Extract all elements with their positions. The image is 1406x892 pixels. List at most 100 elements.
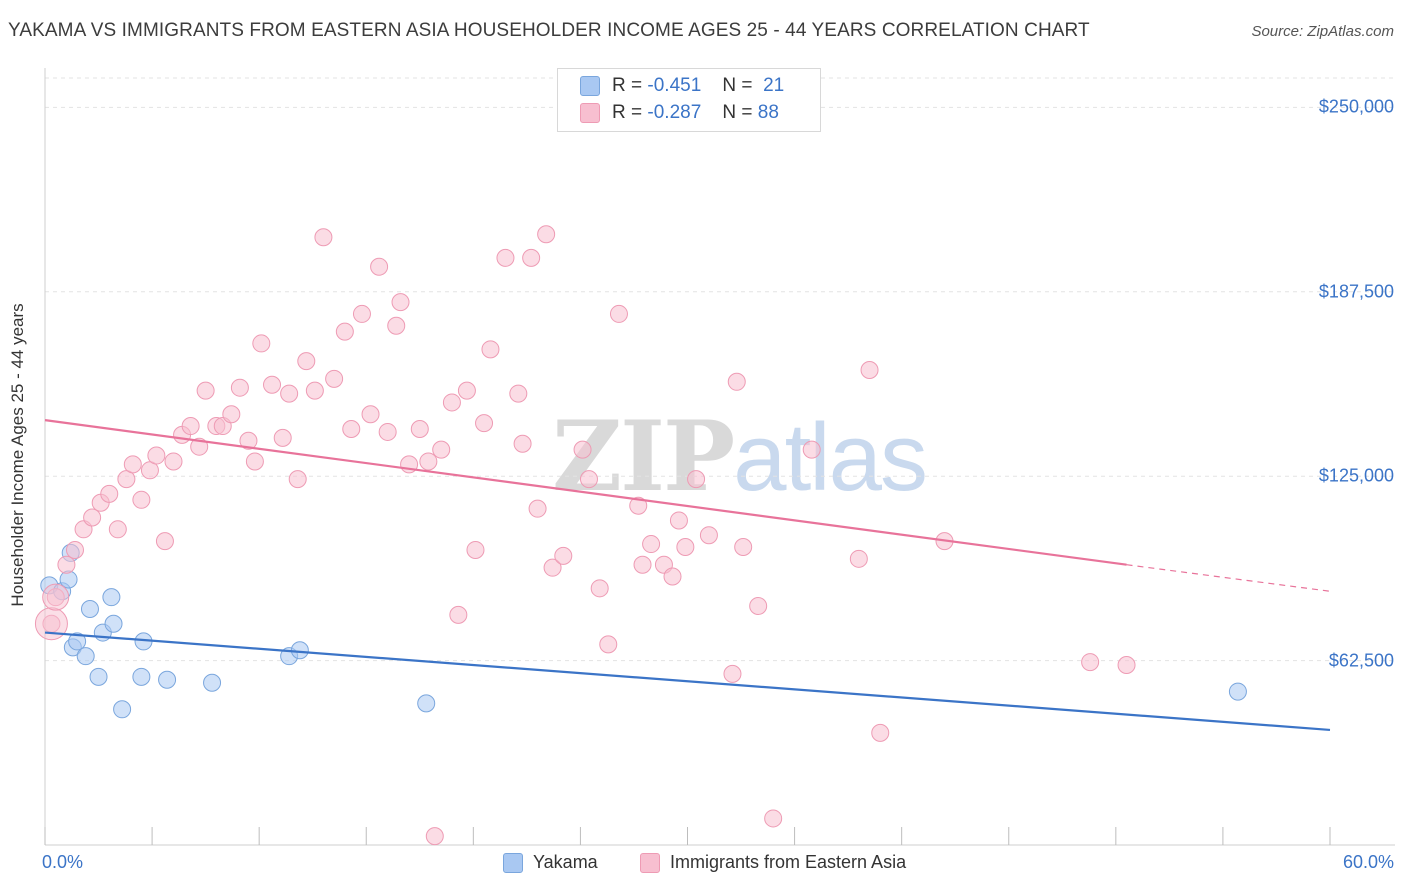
eastern-asia-point [642, 535, 661, 554]
legend-n-value: 21 [763, 75, 785, 96]
eastern-asia-point [528, 499, 547, 518]
eastern-asia-point [387, 316, 406, 335]
eastern-asia-point [522, 248, 541, 267]
legend-r-value: -0.451 [647, 75, 702, 96]
watermark-atlas: atlas [733, 404, 928, 511]
y-tick-label: $187,500 [1318, 281, 1394, 302]
eastern-asia-point [132, 490, 151, 509]
eastern-asia-point [155, 532, 174, 551]
eastern-asia-point [181, 417, 200, 436]
yakama-point [59, 570, 78, 589]
eastern-asia-point [496, 248, 515, 267]
eastern-asia-point [288, 470, 307, 489]
eastern-asia-point [466, 540, 485, 559]
eastern-asia-point [727, 372, 746, 391]
eastern-asia-point [442, 393, 461, 412]
eastern-asia-point [860, 360, 879, 379]
eastern-asia-point [108, 520, 127, 539]
yakama-point [113, 700, 132, 719]
eastern-asia-point [391, 293, 410, 312]
eastern-asia-point [419, 452, 438, 471]
eastern-asia-point [554, 546, 573, 565]
eastern-asia-point [849, 549, 868, 568]
yakama-point [102, 588, 121, 607]
eastern-asia-point [481, 340, 500, 359]
eastern-asia-point [687, 470, 706, 489]
eastern-asia-trend-line [44, 419, 1127, 566]
eastern-asia-point [734, 538, 753, 557]
eastern-asia-point [196, 381, 215, 400]
eastern-asia-point [676, 538, 695, 557]
eastern-asia-point [123, 455, 142, 474]
eastern-asia-point [802, 440, 821, 459]
eastern-asia-trend-extension [1126, 564, 1331, 592]
eastern-asia-point [314, 228, 333, 247]
yakama-point [68, 632, 87, 651]
yakama-point [132, 667, 151, 686]
eastern-asia-point [425, 827, 444, 846]
legend-r-label: R = [612, 102, 643, 123]
yakama-point [158, 670, 177, 689]
y-tick-label: $250,000 [1318, 96, 1394, 117]
series-label-eastern-asia: Immigrants from Eastern Asia [670, 852, 907, 872]
eastern-asia-point [699, 526, 718, 545]
eastern-asia-point [1117, 656, 1136, 675]
legend-swatch-eastern-asia [580, 103, 600, 123]
legend-r-label: R = [612, 75, 643, 96]
eastern-asia-point [663, 567, 682, 586]
yakama-point [203, 673, 222, 692]
eastern-asia-point [573, 440, 592, 459]
eastern-asia-point [509, 384, 528, 403]
eastern-asia-point [370, 257, 389, 276]
legend-r-value: -0.287 [647, 102, 702, 123]
eastern-asia-point-cluster [42, 583, 70, 611]
eastern-asia-point [263, 375, 282, 394]
eastern-asia-point [669, 511, 688, 530]
eastern-asia-point [325, 369, 344, 388]
chart-title: YAKAMA VS IMMIGRANTS FROM EASTERN ASIA H… [8, 20, 1090, 41]
yakama-point [290, 641, 309, 660]
series-legend: Yakama Immigrants from Eastern Asia [0, 852, 1406, 878]
eastern-asia-point [457, 381, 476, 400]
eastern-asia-point [239, 431, 258, 450]
series-legend-yakama[interactable]: Yakama [503, 852, 598, 873]
series-label-yakama: Yakama [533, 852, 598, 872]
eastern-asia-point [147, 446, 166, 465]
yakama-point [104, 614, 123, 633]
eastern-asia-point [83, 508, 102, 527]
eastern-asia-point [749, 597, 768, 616]
eastern-asia-point [252, 334, 271, 353]
legend-swatch-yakama [580, 76, 600, 96]
eastern-asia-point [222, 405, 241, 424]
source-credit: Source: ZipAtlas.com [1251, 23, 1394, 40]
eastern-asia-point [590, 579, 609, 598]
eastern-asia-point [633, 555, 652, 574]
eastern-asia-point [361, 405, 380, 424]
y-tick-label: $125,000 [1318, 465, 1394, 486]
y-tick-label: $62,500 [1328, 650, 1394, 671]
eastern-asia-point [410, 419, 429, 438]
eastern-asia-point [190, 437, 209, 456]
legend-row-yakama: R = -0.451 N = 21 [580, 73, 784, 99]
series-swatch-yakama [503, 852, 523, 873]
yakama-trend-line [44, 631, 1331, 732]
eastern-asia-point [57, 555, 76, 574]
eastern-asia-point [723, 664, 742, 683]
series-legend-eastern-asia[interactable]: Immigrants from Eastern Asia [640, 852, 906, 873]
correlation-legend: R = -0.451 N = 21 R = -0.287 N = 88 [557, 68, 821, 132]
y-axis-label: Householder Income Ages 25 - 44 years [8, 303, 27, 607]
yakama-point [76, 647, 95, 666]
eastern-asia-point [273, 428, 292, 447]
eastern-asia-point [537, 225, 556, 244]
legend-row-eastern-asia: R = -0.287 N = 88 [580, 100, 779, 126]
eastern-asia-point [280, 384, 299, 403]
eastern-asia-point [579, 470, 598, 489]
yakama-point [89, 667, 108, 686]
eastern-asia-point [342, 419, 361, 438]
yakama-point [1228, 682, 1247, 701]
yakama-point [80, 599, 99, 618]
eastern-asia-point [764, 809, 783, 828]
x-tick-label-min: 0.0% [42, 852, 84, 872]
legend-n-label: N = [722, 75, 753, 96]
